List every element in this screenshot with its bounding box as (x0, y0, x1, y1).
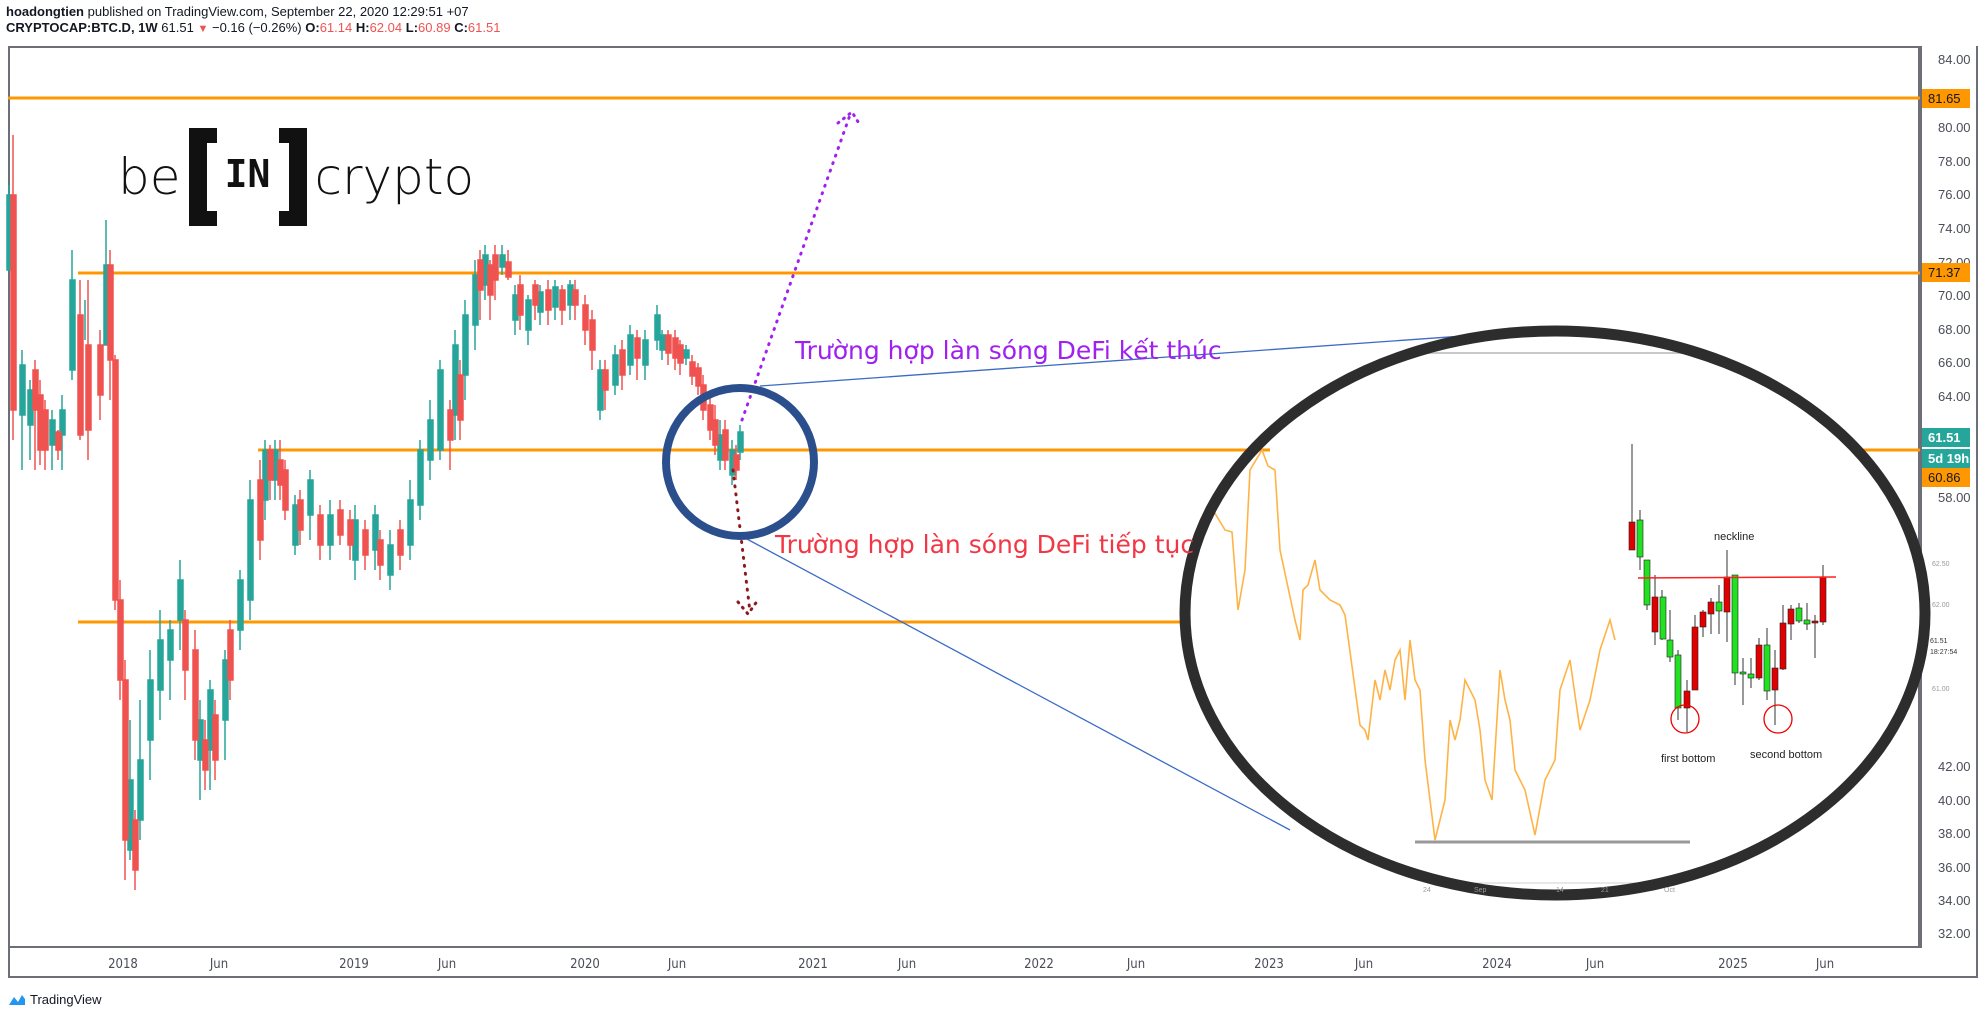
inset-y-tick: 62.00 (1932, 602, 1950, 609)
highlight-circle[interactable] (662, 384, 818, 540)
price-tick: 40.00 (1938, 793, 1971, 808)
time-tick: Jun (667, 957, 687, 972)
open-value: 61.14 (319, 20, 353, 35)
bull-scenario-arrow[interactable] (740, 113, 852, 422)
price-tick: 70.00 (1938, 288, 1971, 303)
inset-price-tag: 61.51 (1930, 638, 1948, 645)
down-arrow-icon: ▼ (197, 23, 209, 35)
chart-pane[interactable] (8, 46, 1920, 948)
last-price: 61.51 (161, 20, 194, 35)
price-tick: 36.00 (1938, 860, 1971, 875)
time-tick: Jun (1126, 957, 1146, 972)
support-mid-tag: 60.86 (1922, 468, 1970, 487)
published-text: published on TradingView.com, September … (87, 4, 469, 19)
inset-x-tick: 14 (1556, 887, 1564, 894)
price-tick: 58.00 (1938, 490, 1971, 505)
inset-chart (1185, 331, 1925, 895)
inset-x-tick: 24 (1423, 887, 1431, 894)
second-bottom-label: second bottom (1750, 749, 1823, 761)
inset-x-tick: 21 (1601, 887, 1609, 894)
inset-time-tag: 18:27:54 (1930, 649, 1958, 656)
price-tick: 80.00 (1938, 120, 1971, 135)
price-tick: 32.00 (1938, 926, 1971, 941)
price-axis-divider (1920, 46, 1922, 948)
bear-arrowhead-icon (736, 598, 760, 617)
last-price-tag: 61.51 (1922, 428, 1970, 447)
inset-x-tick: Oct (1664, 887, 1675, 894)
price-tick: 74.00 (1938, 221, 1971, 236)
tradingview-brand[interactable]: TradingView (8, 992, 102, 1007)
low-value: 60.89 (418, 20, 451, 35)
bull-arrowhead-icon (836, 109, 862, 127)
time-tick: Jun (1354, 957, 1374, 972)
low-label: L: (405, 20, 419, 35)
first-bottom-circle (1670, 704, 1700, 734)
time-tick: 2020 (570, 957, 600, 972)
time-tick: 2023 (1254, 957, 1284, 972)
first-bottom-label: first bottom (1661, 753, 1716, 765)
candlestick-series (6, 135, 744, 890)
bull-case-label[interactable]: Trường hợp làn sóng DeFi kết thúc (795, 336, 1222, 365)
beincrypto-logo: be IN crypto (118, 128, 474, 226)
time-tick: Jun (897, 957, 917, 972)
high-label: H: (355, 20, 370, 35)
price-tick: 76.00 (1938, 187, 1971, 202)
time-tick: 2019 (339, 957, 369, 972)
brand-name: TradingView (30, 992, 102, 1007)
time-tick: 2021 (798, 957, 828, 972)
callout-line-bottom (744, 537, 1291, 831)
close-value: 61.51 (467, 20, 501, 35)
time-axis[interactable] (8, 948, 1978, 978)
inset-x-tick: Sep (1474, 887, 1487, 894)
resistance-mid-tag: 71.37 (1922, 263, 1970, 282)
high-value: 62.04 (369, 20, 403, 35)
bear-case-label[interactable]: Trường hợp làn sóng DeFi tiếp tục (775, 530, 1195, 559)
resistance-top-tag: 81.65 (1922, 89, 1970, 108)
neckline-label: neckline (1714, 531, 1755, 543)
time-tick: 2022 (1024, 957, 1054, 972)
chart-header: hoadongtien published on TradingView.com… (6, 4, 500, 37)
price-tick: 34.00 (1938, 893, 1971, 908)
price-tick: 84.00 (1938, 52, 1971, 67)
tradingview-logo-icon (9, 994, 25, 1005)
inset-y-tick: 62.50 (1932, 561, 1950, 568)
logo-be: be (118, 148, 181, 206)
author-name[interactable]: hoadongtien (6, 4, 84, 19)
neckline-line (1637, 576, 1837, 579)
callout-line-top (759, 327, 1576, 387)
price-tick: 64.00 (1938, 389, 1971, 404)
time-tick: Jun (1585, 957, 1605, 972)
time-tick: 2024 (1482, 957, 1512, 972)
time-tick: 2018 (108, 957, 138, 972)
time-tick: Jun (1815, 957, 1835, 972)
zoom-ellipse[interactable] (1179, 325, 1931, 901)
price-tick: 38.00 (1938, 826, 1971, 841)
price-tick: 42.00 (1938, 759, 1971, 774)
logo-bracket-icon: IN (188, 128, 307, 226)
price-tick: 68.00 (1938, 322, 1971, 337)
time-tick: Jun (209, 957, 229, 972)
bear-scenario-arrow[interactable] (731, 468, 752, 614)
price-tick: 66.00 (1938, 355, 1971, 370)
close-label: C: (454, 20, 468, 35)
logo-in: IN (224, 152, 271, 196)
price-tick: 78.00 (1938, 154, 1971, 169)
price-axis-border (1976, 46, 1978, 978)
open-label: O: (305, 20, 320, 35)
price-change: −0.16 (−0.26%) (211, 20, 302, 35)
logo-crypto: crypto (314, 148, 475, 206)
second-bottom-circle (1763, 704, 1793, 734)
countdown-tag: 5d 19h (1922, 449, 1970, 468)
time-tick: 2025 (1718, 957, 1748, 972)
inset-y-tick: 61.00 (1932, 686, 1950, 693)
time-tick: Jun (437, 957, 457, 972)
symbol-label: CRYPTOCAP:BTC.D, 1W (6, 20, 158, 35)
